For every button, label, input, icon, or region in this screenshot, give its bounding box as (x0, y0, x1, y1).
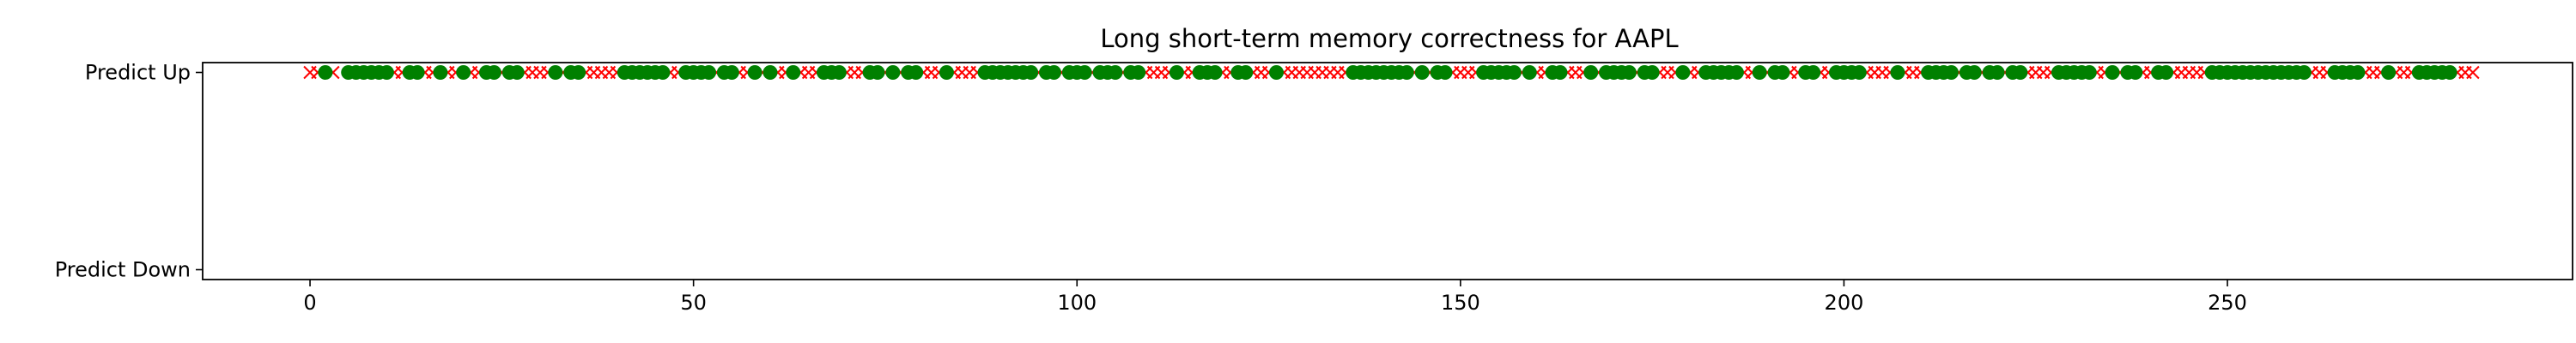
correct-point (379, 65, 394, 80)
chart-title: Long short-term memory correctness for A… (1100, 24, 1678, 53)
correct-point (1644, 65, 1660, 80)
correct-point (1506, 65, 1522, 80)
correct-point (318, 65, 333, 80)
correct-point (1238, 65, 1254, 80)
plot-frame (202, 62, 2573, 280)
correct-point (1046, 65, 1061, 80)
correct-point (1944, 65, 1959, 80)
correct-point (1522, 65, 1537, 80)
data-marks (303, 65, 2480, 80)
correct-point (2013, 65, 2028, 80)
correct-point (1583, 65, 1599, 80)
correct-point (2442, 65, 2458, 80)
correct-point (571, 65, 586, 80)
y-tick-label: Predict Down (55, 258, 191, 282)
correct-point (1414, 65, 1430, 80)
correct-point (762, 65, 778, 80)
x-tick-label: 0 (303, 291, 316, 315)
correct-point (456, 65, 471, 80)
axes: 0 50 100 150 200 250 Predict Down Predict Up (55, 61, 2247, 316)
y-tick-label: Predict Up (85, 61, 191, 85)
correct-point (1268, 65, 1284, 80)
correct-point (747, 65, 762, 80)
x-tick-label: 250 (2208, 291, 2247, 315)
correct-point (1675, 65, 1691, 80)
correct-point (2296, 65, 2312, 80)
correct-point (1752, 65, 1767, 80)
correct-point (1806, 65, 1821, 80)
correct-point (2081, 65, 2097, 80)
correct-point (1966, 65, 1982, 80)
correct-point (1621, 65, 1637, 80)
x-tick-label: 50 (680, 291, 707, 315)
x-tick-label: 150 (1441, 291, 1480, 315)
correct-point (1728, 65, 1744, 80)
correct-point (548, 65, 563, 80)
correct-point (1990, 65, 2005, 80)
correct-point (2128, 65, 2143, 80)
x-tick-label: 100 (1057, 291, 1097, 315)
correct-point (1851, 65, 1867, 80)
correct-point (509, 65, 525, 80)
correct-point (1077, 65, 1092, 80)
incorrect-point (2466, 65, 2480, 80)
correct-point (655, 65, 671, 80)
correct-point (1024, 65, 1039, 80)
correct-point (1775, 65, 1790, 80)
correct-point (1108, 65, 1123, 80)
correct-point (2381, 65, 2397, 80)
correct-point (2105, 65, 2120, 80)
x-tick-label: 200 (1825, 291, 1864, 315)
correct-point (1169, 65, 1184, 80)
correct-point (1552, 65, 1568, 80)
correct-point (1131, 65, 1146, 80)
correct-point (1207, 65, 1223, 80)
correct-point (786, 65, 801, 80)
correct-point (410, 65, 425, 80)
correct-point (939, 65, 954, 80)
correct-point (831, 65, 847, 80)
correct-point (724, 65, 739, 80)
correct-point (486, 65, 501, 80)
correct-point (433, 65, 448, 80)
correct-point (2159, 65, 2174, 80)
correct-point (885, 65, 901, 80)
correct-point (702, 65, 717, 80)
correct-point (870, 65, 885, 80)
correct-point (908, 65, 924, 80)
correct-point (1399, 65, 1414, 80)
correct-point (2350, 65, 2366, 80)
correct-point (1890, 65, 1905, 80)
correct-point (1437, 65, 1453, 80)
